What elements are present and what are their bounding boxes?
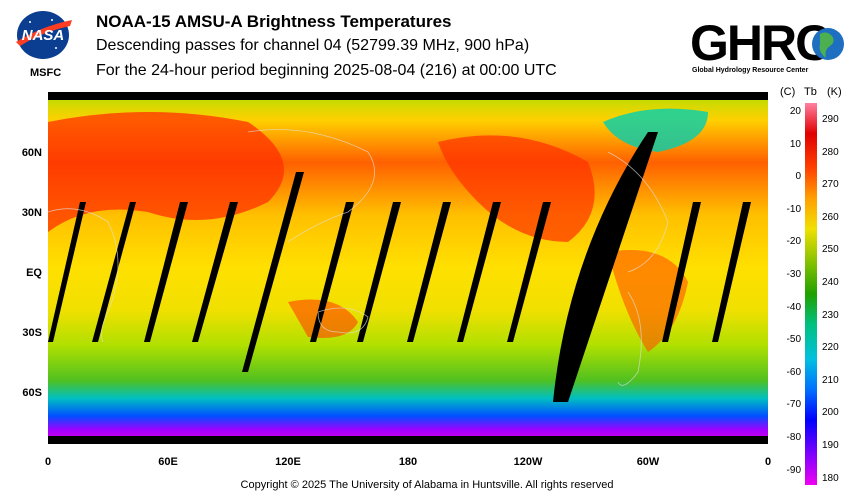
colorbar-tick-kelvin: 290 [822, 114, 839, 125]
colorbar-tick-kelvin: 230 [822, 309, 839, 321]
colorbar-tick-kelvin: 190 [822, 440, 839, 451]
colorbar-tick-celsius: -90 [786, 464, 801, 476]
lon-label-0: 0 [44, 456, 52, 468]
colorbar-tick-celsius: 10 [789, 138, 801, 150]
colorbar-tick-kelvin: 240 [822, 277, 839, 288]
page-title: NOAA-15 AMSU-A Brightness Temperatures [96, 12, 452, 31]
page-subtitle-channel: Descending passes for channel 04 (52799.… [96, 37, 530, 54]
colorbar-tick-kelvin: 210 [822, 374, 839, 386]
lon-label-60e: 60E [158, 456, 178, 468]
svg-text:NASA: NASA [22, 27, 65, 44]
lat-label-30n: 30N [21, 207, 42, 219]
colorbar-tick-celsius: -10 [786, 203, 801, 215]
lat-label-eq: EQ [26, 267, 42, 279]
colorbar-tick-celsius: -20 [786, 236, 801, 248]
svg-text:Global Hydrology Resource Cent: Global Hydrology Resource Center [692, 67, 809, 74]
colorbar [805, 103, 817, 485]
lon-label-60w: 60W [636, 456, 660, 468]
colorbar-tick-kelvin: 270 [822, 179, 839, 191]
lon-label-0-east: 0 [764, 456, 772, 468]
lon-label-120e: 120E [275, 456, 301, 468]
colorbar-tick-kelvin: 250 [822, 244, 839, 256]
copyright-notice: Copyright © 2025 The University of Alaba… [240, 479, 614, 491]
ghrc-logo: GHRC Global Hydrology Resource Center [688, 10, 848, 76]
colorbar-tick-celsius: -40 [786, 301, 801, 313]
colorbar-header-tb: Tb [804, 86, 817, 98]
lat-label-30s: 30S [22, 327, 42, 339]
colorbar-tick-celsius: 20 [789, 106, 801, 117]
colorbar-tick-celsius: -30 [786, 269, 801, 280]
colorbar-header-celsius: (C) [780, 86, 796, 98]
colorbar-tick-celsius: -70 [786, 399, 801, 411]
colorbar-tick-celsius: -60 [786, 366, 801, 378]
colorbar-header-kelvin: (K) [827, 86, 842, 98]
svg-text:GHRC: GHRC [690, 15, 830, 71]
colorbar-tick-kelvin: 200 [822, 407, 839, 419]
nasa-logo: NASA [12, 8, 74, 60]
colorbar-tick-celsius: -50 [786, 334, 801, 346]
brightness-temperature-map [47, 92, 768, 444]
lat-label-60n: 60N [21, 147, 42, 159]
colorbar-tick-kelvin: 280 [822, 146, 839, 158]
page-subtitle-period: For the 24-hour period beginning 2025-08… [96, 62, 557, 79]
colorbar-tick-kelvin: 180 [822, 472, 839, 484]
lon-label-120w: 120W [513, 456, 543, 468]
colorbar-tick-celsius: 0 [795, 171, 801, 183]
lon-label-180: 180 [398, 456, 418, 468]
colorbar-tick-celsius: -80 [786, 432, 801, 443]
colorbar-tick-kelvin: 260 [822, 211, 839, 223]
lat-label-60s: 60S [22, 387, 42, 399]
nasa-sub-label: MSFC [30, 67, 62, 79]
colorbar-tick-kelvin: 220 [822, 342, 839, 354]
